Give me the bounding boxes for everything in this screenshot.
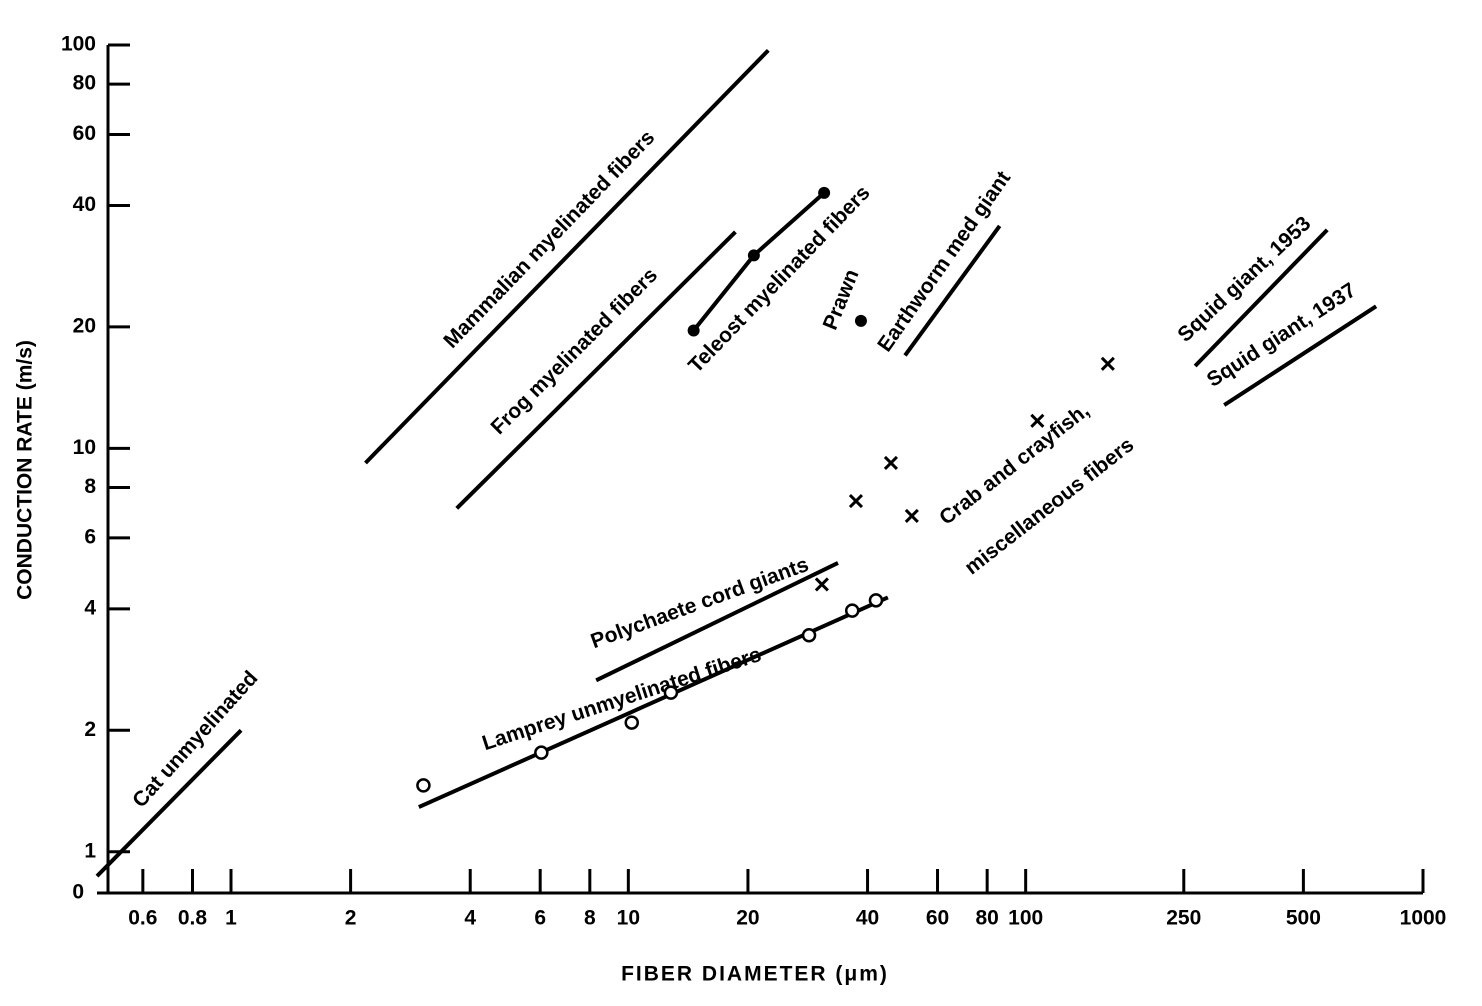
y-tick-label: 100	[61, 33, 96, 56]
x-tick-label: 250	[1166, 907, 1201, 930]
dot-marker	[854, 314, 867, 327]
y-tick-label: 2	[84, 718, 96, 741]
x-tick-label: 8	[584, 907, 596, 930]
circle-marker	[801, 628, 817, 643]
x-tick-label: 40	[856, 907, 879, 930]
cross-marker	[904, 508, 919, 523]
circle-marker	[534, 745, 549, 760]
y-tick-label: 80	[73, 72, 96, 95]
cross-marker	[814, 577, 829, 592]
x-tick-label: 0.6	[128, 907, 157, 930]
x-tick-label: 4	[464, 907, 476, 930]
y-tick-label: 8	[84, 475, 96, 498]
series-label: Earthworm med giant	[873, 167, 1015, 356]
circle-marker	[663, 685, 679, 700]
series-line	[595, 561, 839, 683]
x-tick-label: 100	[1008, 907, 1043, 930]
cross-marker	[848, 494, 864, 509]
series-line	[1223, 304, 1378, 407]
cross-marker	[1100, 356, 1115, 371]
series-line	[455, 230, 737, 510]
series-label: Mammalian myelinated fibers	[439, 126, 659, 353]
cross-marker	[883, 455, 898, 471]
y-axis-label: CONDUCTION RATE (m/s)	[14, 340, 37, 600]
y-origin-label: 0	[72, 881, 84, 904]
y-tick-label: 40	[73, 193, 96, 216]
y-tick-label: 60	[73, 122, 96, 145]
circle-marker	[868, 593, 884, 608]
series-line	[95, 728, 243, 878]
x-tick-label: 20	[736, 907, 759, 930]
y-tick-label: 4	[84, 596, 96, 619]
x-tick-label: 60	[926, 907, 949, 930]
y-tick-label: 10	[73, 436, 96, 459]
x-tick-label: 0.8	[178, 907, 208, 930]
dot-marker	[687, 324, 700, 337]
y-tick-label: 20	[73, 314, 96, 337]
dot-marker	[747, 249, 760, 262]
x-tick-label: 6	[534, 907, 546, 930]
series-line	[364, 48, 770, 465]
circle-marker	[844, 603, 860, 618]
series-label: Cat unmyelinated	[128, 667, 262, 812]
cross-marker	[1030, 413, 1045, 428]
x-tick-label: 1000	[1400, 907, 1447, 930]
dot-marker	[818, 186, 831, 199]
series-label: Crab and crayfish,	[935, 399, 1094, 530]
x-tick-label: 2	[345, 907, 357, 930]
x-tick-label: 10	[617, 907, 640, 930]
x-tick-label: 1	[225, 907, 237, 930]
circle-marker	[416, 778, 431, 793]
series-label: Lamprey unmyelinated fibers	[479, 643, 764, 755]
y-tick-label: 6	[84, 525, 96, 548]
x-tick-label: 80	[975, 907, 998, 930]
x-axis-label: FIBER DIAMETER (μm)	[621, 963, 889, 986]
series-label: miscellaneous fibers	[960, 433, 1138, 579]
circle-marker	[624, 715, 639, 730]
y-tick-label: 1	[84, 839, 96, 862]
series-line	[1193, 228, 1329, 368]
x-tick-label: 500	[1286, 907, 1321, 930]
series-line	[903, 224, 1002, 357]
series-label: Polychaete cord giants	[588, 553, 812, 653]
